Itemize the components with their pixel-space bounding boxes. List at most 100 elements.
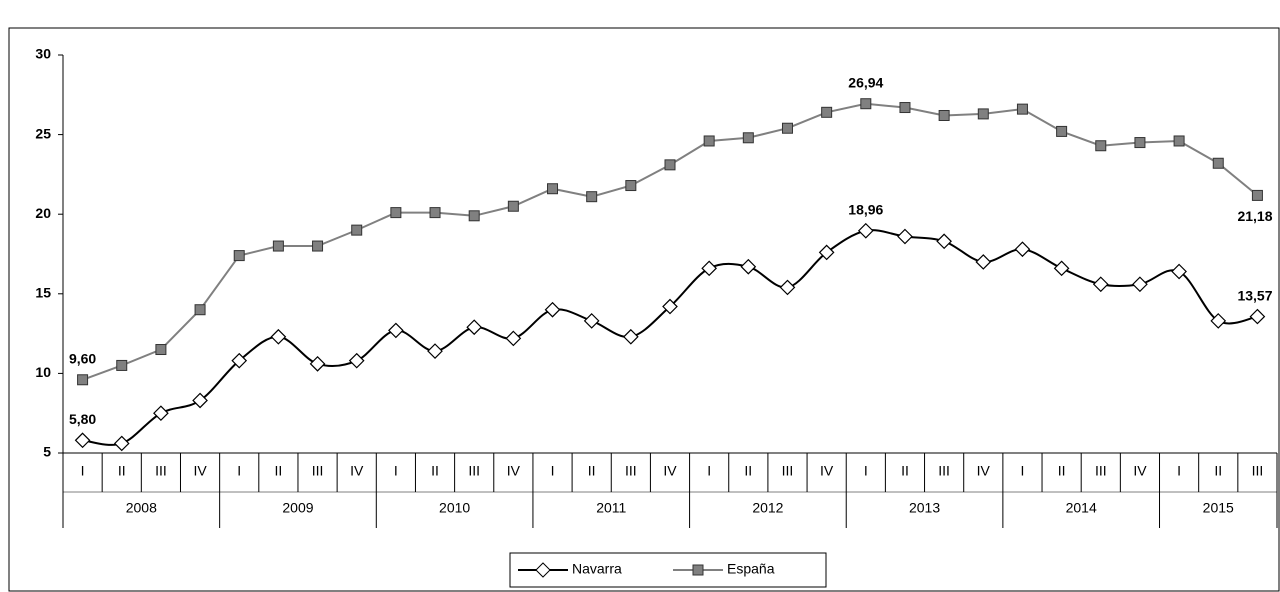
x-tick-label: I bbox=[864, 463, 868, 479]
point bbox=[742, 132, 754, 144]
x-tick-label: IV bbox=[507, 463, 521, 479]
y-tick-label: 20 bbox=[35, 205, 51, 221]
x-tick-label: II bbox=[431, 463, 439, 479]
point bbox=[662, 298, 678, 315]
point bbox=[194, 304, 206, 316]
point bbox=[1016, 103, 1028, 115]
x-tick-label: II bbox=[118, 463, 126, 479]
point bbox=[857, 222, 874, 239]
point bbox=[1171, 263, 1187, 280]
point bbox=[583, 313, 600, 329]
point bbox=[505, 330, 522, 347]
x-tick-label: III bbox=[938, 463, 950, 479]
point bbox=[390, 207, 402, 219]
year-label: 2011 bbox=[596, 500, 626, 516]
x-tick-label: III bbox=[1252, 463, 1264, 479]
point bbox=[1251, 189, 1263, 201]
point bbox=[113, 435, 130, 452]
x-tick-label: III bbox=[468, 463, 480, 479]
point bbox=[703, 135, 715, 147]
year-label: 2014 bbox=[1066, 500, 1097, 516]
point bbox=[899, 102, 911, 114]
point bbox=[1210, 313, 1227, 329]
x-tick-label: IV bbox=[820, 463, 834, 479]
point bbox=[544, 301, 561, 318]
point bbox=[936, 233, 952, 250]
data-label: 18,96 bbox=[848, 201, 883, 217]
point bbox=[231, 352, 248, 369]
x-tick-label: I bbox=[551, 463, 555, 479]
point bbox=[270, 328, 287, 345]
x-tick-label: III bbox=[1095, 463, 1107, 479]
x-tick-label: III bbox=[155, 463, 167, 479]
x-tick-label: II bbox=[901, 463, 909, 479]
point bbox=[664, 159, 676, 171]
y-tick-label: 10 bbox=[35, 364, 51, 380]
point bbox=[779, 279, 796, 296]
point bbox=[1132, 276, 1148, 293]
point bbox=[1249, 308, 1266, 325]
legend-label: España bbox=[727, 561, 775, 577]
year-label: 2015 bbox=[1203, 500, 1234, 516]
point bbox=[975, 254, 992, 270]
data-label: 5,80 bbox=[69, 411, 96, 427]
point bbox=[351, 224, 363, 236]
year-label: 2010 bbox=[439, 500, 470, 516]
point bbox=[781, 122, 793, 134]
data-label: 21,18 bbox=[1237, 208, 1272, 224]
point bbox=[1212, 157, 1224, 169]
point bbox=[977, 108, 989, 120]
point bbox=[116, 359, 128, 371]
point bbox=[507, 200, 519, 212]
x-tick-label: IV bbox=[1133, 463, 1147, 479]
series-line bbox=[82, 102, 1259, 381]
legend-marker bbox=[692, 564, 704, 576]
x-tick-label: II bbox=[744, 463, 752, 479]
chart-frame bbox=[8, 27, 1280, 592]
point bbox=[427, 343, 443, 359]
point bbox=[466, 319, 483, 336]
year-label: 2008 bbox=[126, 500, 157, 516]
point bbox=[1053, 260, 1070, 277]
point bbox=[388, 322, 404, 339]
point bbox=[153, 405, 169, 422]
x-tick-label: II bbox=[274, 463, 282, 479]
x-tick-label: III bbox=[312, 463, 324, 479]
data-label: 26,94 bbox=[848, 74, 883, 90]
x-tick-label: I bbox=[81, 463, 85, 479]
point bbox=[547, 183, 559, 195]
x-tick-label: I bbox=[1177, 463, 1181, 479]
point bbox=[625, 180, 637, 192]
data-label: 9,60 bbox=[69, 350, 96, 366]
series-line bbox=[82, 229, 1258, 446]
point bbox=[818, 244, 835, 261]
point bbox=[701, 260, 718, 277]
x-tick-label: IV bbox=[193, 463, 207, 479]
legend-marker bbox=[535, 562, 551, 578]
y-tick-label: 30 bbox=[35, 46, 51, 62]
data-label: 13,57 bbox=[1237, 287, 1272, 303]
point bbox=[233, 250, 245, 262]
legend-label: Navarra bbox=[572, 561, 622, 577]
point bbox=[1092, 276, 1109, 293]
point bbox=[348, 352, 365, 369]
x-tick-label: II bbox=[588, 463, 596, 479]
point bbox=[468, 210, 480, 222]
point bbox=[1056, 125, 1068, 137]
x-tick-label: III bbox=[625, 463, 637, 479]
y-tick-label: 25 bbox=[35, 125, 51, 141]
point bbox=[155, 344, 167, 356]
y-tick-label: 5 bbox=[43, 444, 51, 460]
point bbox=[272, 240, 284, 252]
x-tick-label: I bbox=[237, 463, 241, 479]
point bbox=[586, 191, 598, 203]
x-tick-label: I bbox=[707, 463, 711, 479]
point bbox=[860, 98, 872, 110]
year-label: 2012 bbox=[752, 500, 783, 516]
x-tick-label: I bbox=[394, 463, 398, 479]
point bbox=[192, 392, 208, 409]
y-tick-label: 15 bbox=[35, 285, 51, 301]
year-label: 2013 bbox=[909, 500, 940, 516]
point bbox=[1014, 241, 1031, 258]
